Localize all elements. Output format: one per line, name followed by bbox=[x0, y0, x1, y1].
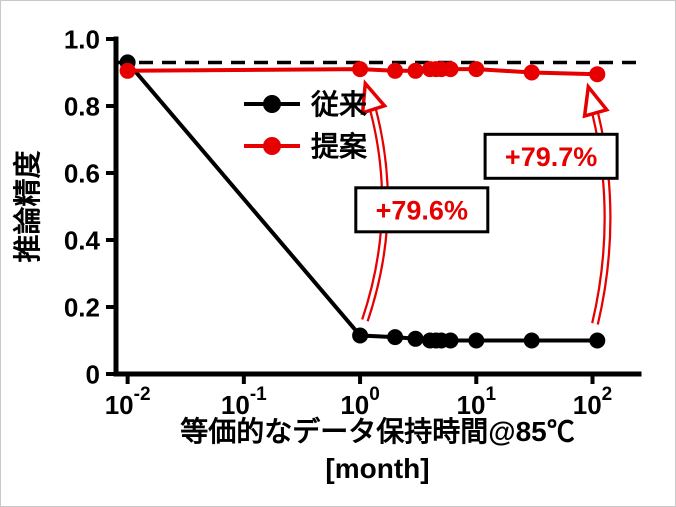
x-axis-unit: [month] bbox=[325, 453, 429, 484]
data-point bbox=[387, 62, 404, 79]
x-tick-label: 102 bbox=[573, 384, 613, 420]
data-point bbox=[468, 61, 485, 78]
series-conventional bbox=[119, 54, 606, 349]
x-tick-label: 10-2 bbox=[105, 384, 151, 420]
x-tick-base: 10 bbox=[457, 390, 486, 420]
increase-arrow bbox=[582, 82, 612, 325]
data-point bbox=[468, 332, 485, 349]
arrow-shaft-inner bbox=[588, 92, 610, 325]
legend-label: 従来 bbox=[310, 89, 367, 120]
arrow-head bbox=[582, 82, 610, 119]
data-point bbox=[387, 329, 404, 346]
annotation-label: +79.6% bbox=[376, 196, 468, 226]
data-point bbox=[589, 66, 606, 83]
legend-marker bbox=[263, 137, 281, 155]
x-tick-label: 101 bbox=[457, 384, 497, 420]
data-point bbox=[119, 62, 136, 79]
y-tick-label: 0 bbox=[86, 359, 100, 389]
y-tick-label: 0.6 bbox=[64, 158, 100, 188]
legend-item: 提案 bbox=[244, 130, 368, 162]
x-tick-base: 10 bbox=[105, 390, 134, 420]
x-tick-exponent: -2 bbox=[134, 384, 151, 405]
data-point bbox=[523, 332, 540, 349]
annotation-label: +79.7% bbox=[505, 142, 597, 172]
annotation-box bbox=[354, 186, 490, 234]
data-point bbox=[352, 61, 369, 78]
y-axis-label: 推論精度 bbox=[11, 150, 43, 262]
x-tick-exponent: 1 bbox=[485, 384, 496, 405]
legend-item: 従来 bbox=[244, 89, 367, 120]
x-tick-exponent: -1 bbox=[250, 384, 267, 405]
y-tick-label: 0.2 bbox=[64, 292, 100, 322]
y-tick-label: 0.8 bbox=[64, 91, 100, 121]
data-point bbox=[407, 62, 424, 79]
data-point bbox=[442, 61, 459, 78]
x-tick-base: 10 bbox=[221, 390, 250, 420]
x-tick-exponent: 2 bbox=[602, 384, 613, 405]
arrow-head bbox=[360, 79, 388, 116]
series-proposed bbox=[119, 61, 606, 83]
annotation: +79.6% bbox=[354, 186, 490, 234]
x-tick-label: 10-1 bbox=[221, 384, 267, 420]
legend-marker bbox=[263, 95, 281, 113]
annotation: +79.7% bbox=[483, 132, 619, 180]
x-tick-exponent: 0 bbox=[369, 384, 380, 405]
x-tick-label: 100 bbox=[340, 384, 380, 420]
data-point bbox=[442, 332, 459, 349]
data-point bbox=[523, 64, 540, 81]
x-axis-label: 等価的なデータ保持時間@85℃ bbox=[180, 415, 574, 447]
data-point bbox=[352, 327, 369, 344]
x-tick-base: 10 bbox=[573, 390, 602, 420]
y-tick-label: 1.0 bbox=[64, 24, 100, 54]
annotation-box bbox=[483, 132, 619, 180]
data-point bbox=[589, 332, 606, 349]
data-point bbox=[407, 330, 424, 347]
y-tick-label: 0.4 bbox=[64, 225, 101, 255]
legend-label: 提案 bbox=[311, 130, 368, 162]
x-tick-base: 10 bbox=[340, 390, 369, 420]
